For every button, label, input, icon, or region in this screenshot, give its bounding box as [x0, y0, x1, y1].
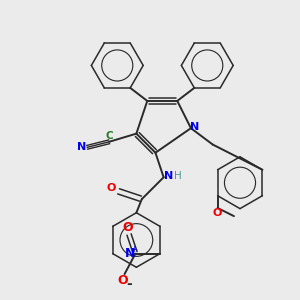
Text: O: O — [118, 274, 128, 286]
Text: O: O — [213, 208, 222, 218]
Text: O: O — [106, 183, 116, 193]
Text: H: H — [174, 171, 182, 181]
Text: N: N — [190, 122, 200, 132]
Text: O: O — [122, 221, 133, 234]
Text: C: C — [106, 131, 113, 141]
Text: N: N — [164, 171, 173, 181]
Text: N: N — [125, 247, 136, 260]
Text: -: - — [127, 277, 132, 291]
Text: +: + — [130, 244, 137, 253]
Text: N: N — [77, 142, 86, 152]
